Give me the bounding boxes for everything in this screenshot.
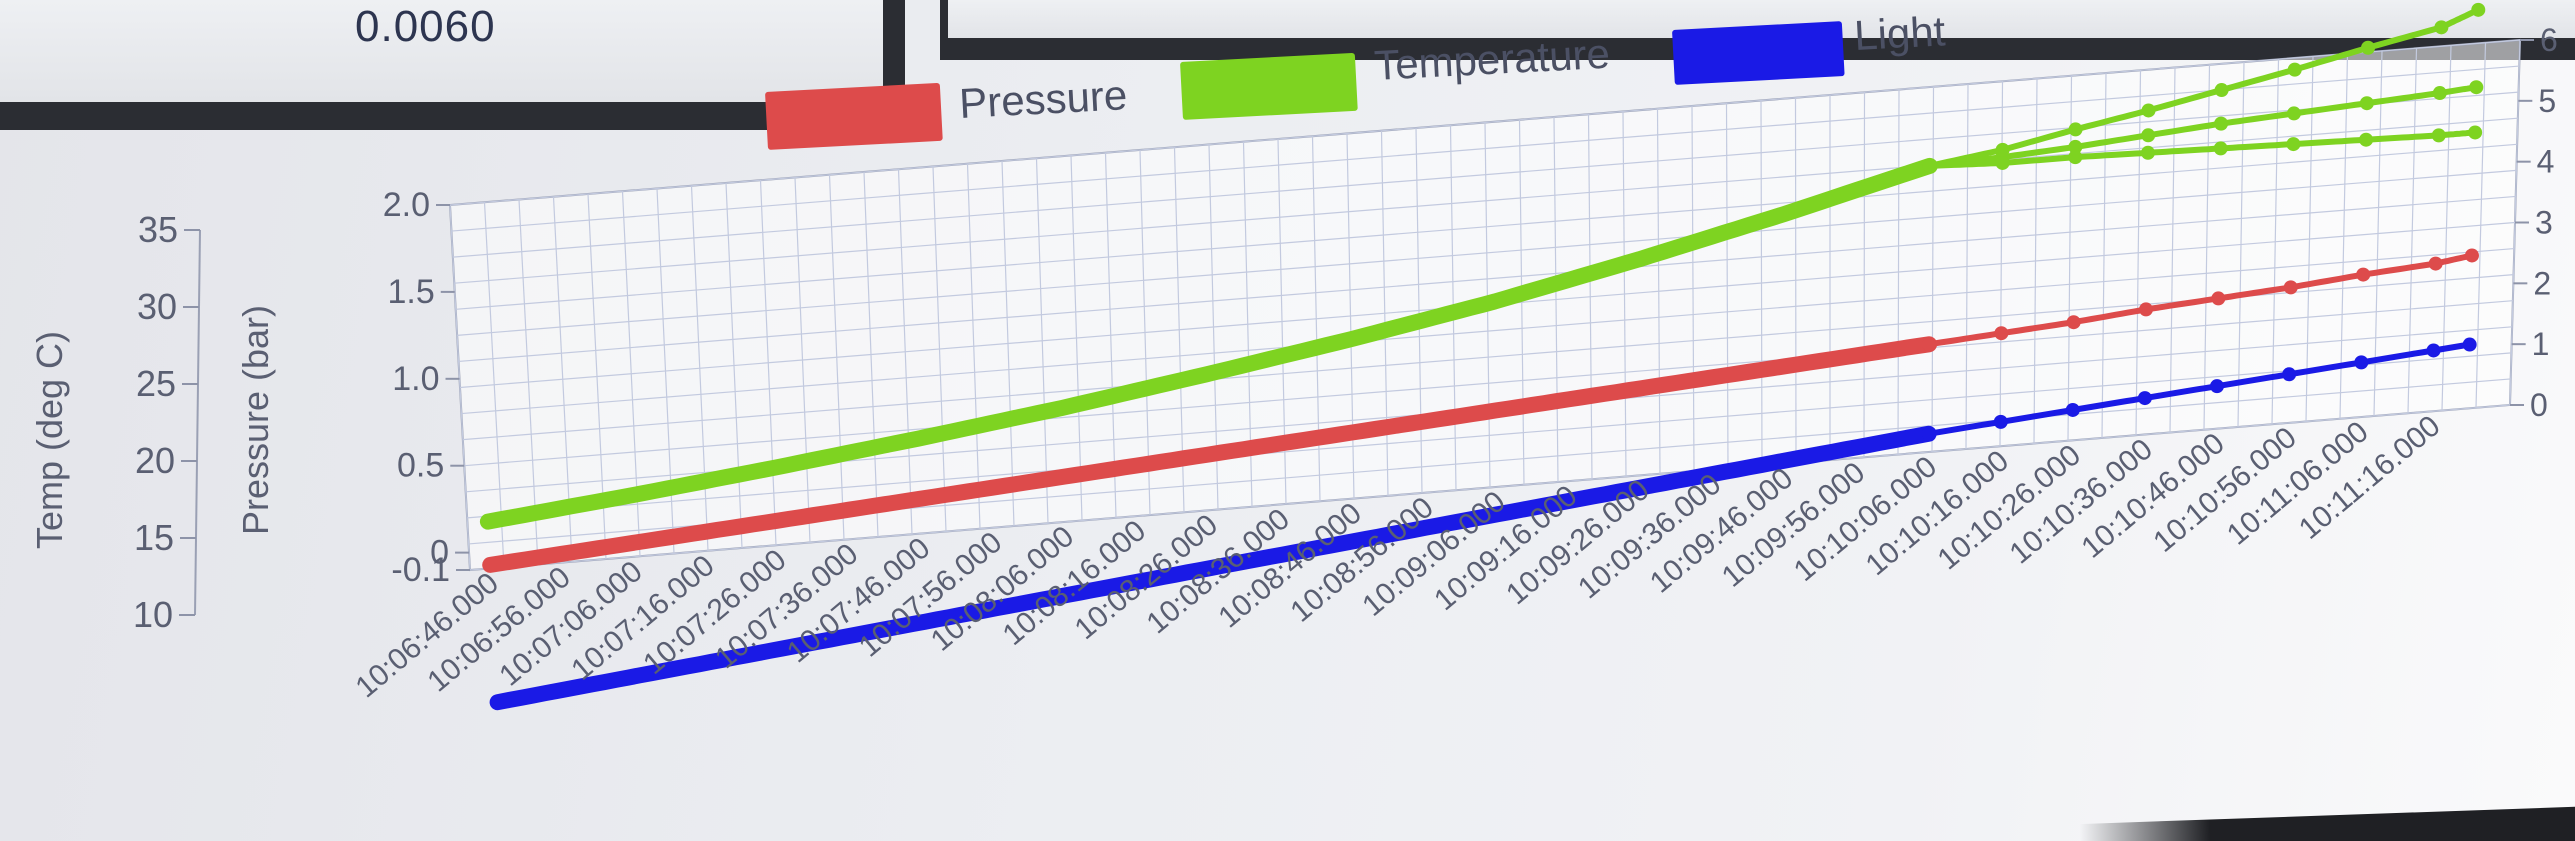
light-series-line xyxy=(489,425,1937,711)
legend-swatch-light xyxy=(1672,21,1845,85)
temperature-series-line-tail-point xyxy=(2068,122,2083,137)
light-tick-label: 0 xyxy=(2530,387,2548,423)
light-series-line-tail-point xyxy=(2282,367,2297,382)
light-tick-label: 4 xyxy=(2537,144,2555,180)
temperature-series-branch-point xyxy=(2432,86,2447,101)
temperature-series-branch-point xyxy=(2068,150,2083,165)
light-tick-label: 5 xyxy=(2538,83,2556,119)
grid-line-horizontal xyxy=(451,65,2520,232)
grid-line-horizontal xyxy=(462,274,2514,441)
temperature-series-branch-point xyxy=(2213,141,2228,156)
pressure-axis-title: Pressure (bar) xyxy=(235,305,276,535)
pressure-series-line-tail-point xyxy=(2066,315,2081,330)
grid-line-horizontal xyxy=(461,247,2515,415)
light-series-line-tail-point xyxy=(2209,379,2224,394)
grid-line-horizontal xyxy=(452,91,2519,258)
temperature-series-branch-point xyxy=(2359,132,2374,147)
light-series-line-tail-point xyxy=(2426,343,2441,358)
light-tick-label: 3 xyxy=(2535,205,2553,241)
pressure-tick-label: 0 xyxy=(430,534,449,572)
pressure-series-line-tail-point xyxy=(2283,280,2298,295)
light-tick-label: 6 xyxy=(2540,22,2558,58)
pressure-series-line-tail-point xyxy=(1994,326,2009,341)
grid-line-horizontal xyxy=(455,143,2518,310)
light-tick-label: 2 xyxy=(2533,265,2551,301)
readout-panel: 0.0060 xyxy=(0,0,905,130)
temp-tick-label: 25 xyxy=(136,363,176,404)
legend-swatch-pressure xyxy=(765,82,943,150)
grid-line-horizontal xyxy=(464,300,2513,467)
temp-tick-label: 35 xyxy=(138,209,178,250)
legend-label-pressure: Pressure xyxy=(958,71,1128,127)
legend-label-light: Light xyxy=(1853,7,1947,59)
temperature-series-branch-point xyxy=(2140,145,2155,160)
light-series-line-tail-point xyxy=(2354,355,2369,370)
temperature-series-branch-point xyxy=(2286,106,2301,121)
pressure-series-line-tail-point xyxy=(2138,302,2153,317)
light-series-line-tail-point xyxy=(1993,414,2008,429)
pressure-series-line xyxy=(482,336,1938,573)
temperature-series-line xyxy=(479,157,1938,530)
temp-tick-label: 20 xyxy=(135,440,175,481)
temperature-series-branch-point xyxy=(2469,80,2484,95)
temperature-series-line-tail-point xyxy=(2141,103,2156,118)
series-layer xyxy=(479,2,2486,711)
temperature-series-branch-point xyxy=(2141,128,2156,143)
light-tick-label: 1 xyxy=(2532,326,2550,362)
grid-line-horizontal xyxy=(467,352,2512,519)
light-series-line-tail-point xyxy=(2462,337,2477,352)
grid-line-horizontal xyxy=(457,169,2517,336)
pressure-series-line-tail-point xyxy=(2356,267,2371,282)
temperature-series-branch-point xyxy=(2431,128,2446,143)
temp-tick-label: 10 xyxy=(133,594,173,635)
temp-tick-label: 30 xyxy=(137,286,177,327)
temp-tick-label: 15 xyxy=(134,517,174,558)
pressure-series-line-tail-point xyxy=(2428,256,2443,271)
temperature-series-branch-point xyxy=(1922,158,1937,173)
temperature-series-line-tail-point xyxy=(2287,62,2302,77)
pressure-series-line-tail-point xyxy=(2211,291,2226,306)
temperature-series-branch-point xyxy=(2468,125,2483,140)
light-series-line-tail-point xyxy=(2137,391,2152,406)
pressure-tick-label: 2.0 xyxy=(383,186,430,224)
temp-axis-title: Temp (deg C) xyxy=(29,331,70,549)
grid-line-horizontal xyxy=(449,39,2521,206)
axis-titles: Temp (deg C) Pressure (bar) xyxy=(29,305,276,549)
pressure-series-line-tail-point xyxy=(1922,337,1937,352)
temperature-series-branch-point xyxy=(2286,137,2301,152)
legend[interactable]: Pressure Temperature Light xyxy=(765,7,1947,150)
temperature-series-branch-point xyxy=(1995,155,2010,170)
legend-label-temperature: Temperature xyxy=(1373,30,1611,89)
readout-value: 0.0060 xyxy=(355,2,496,51)
pressure-tick-label: 0.5 xyxy=(397,447,444,485)
legend-swatch-temperature xyxy=(1180,52,1358,120)
light-series-line-tail-point xyxy=(1921,426,1936,441)
pressure-tick-label: -0.1 xyxy=(391,551,450,589)
grid-line-horizontal xyxy=(454,117,2518,284)
temp-axis-line xyxy=(194,229,201,616)
grid xyxy=(449,39,2521,571)
light-series-line-tail-point xyxy=(2065,402,2080,417)
grid-line-horizontal xyxy=(469,404,2511,571)
pressure-tick-label: 1.0 xyxy=(392,360,439,398)
pressure-series-line-tail-point xyxy=(2464,248,2479,263)
temperature-series-line-tail-point xyxy=(2471,2,2486,17)
temperature-series-branch-point xyxy=(2359,96,2374,111)
temperature-series-branch-point xyxy=(2214,116,2229,131)
temperature-series-branch-point xyxy=(2068,139,2083,154)
grid-line-horizontal xyxy=(458,195,2516,363)
temperature-series-line-tail-point xyxy=(2214,83,2229,98)
temperature-series-line-tail-point xyxy=(2434,20,2449,35)
pressure-tick-label: 1.5 xyxy=(387,273,434,311)
temperature-series-line-tail-point xyxy=(2361,40,2376,55)
